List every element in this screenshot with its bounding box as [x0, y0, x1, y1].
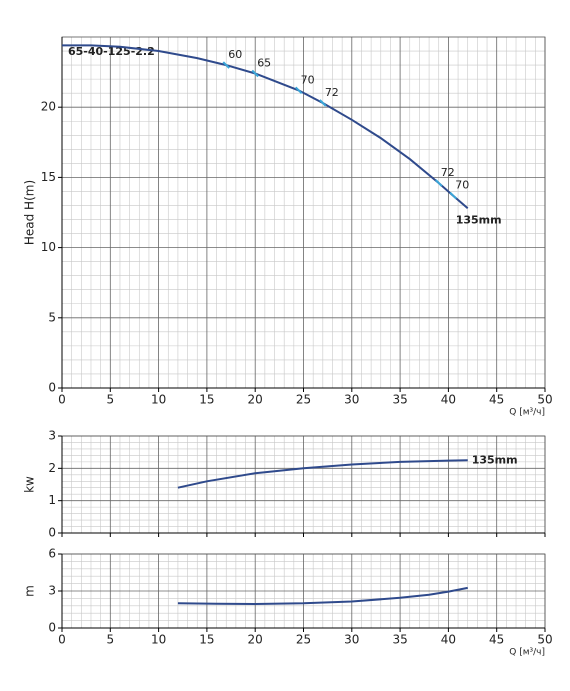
- x-axis-label: Q [м³/ч]: [509, 408, 545, 418]
- efficiency-label: 70: [301, 73, 315, 86]
- efficiency-marker: [319, 99, 327, 107]
- y-tick-label: 0: [48, 621, 56, 635]
- efficiency-marker: [449, 191, 457, 200]
- series-label: 135mm: [456, 213, 502, 226]
- efficiency-label: 72: [441, 166, 455, 179]
- x-tick-label: 30: [344, 393, 359, 407]
- x-tick-label: 45: [489, 393, 504, 407]
- x-tick-label: 45: [489, 633, 504, 647]
- y-tick-label: 3: [48, 584, 56, 598]
- efficiency-marker: [435, 179, 443, 187]
- y-tick-label: 10: [41, 240, 56, 254]
- x-tick-label: 20: [248, 393, 263, 407]
- x-tick-label: 25: [296, 633, 311, 647]
- y-tick-label: 20: [41, 100, 56, 114]
- y-axis-label: kw: [23, 476, 37, 493]
- y-tick-label: 2: [48, 461, 56, 475]
- y-axis-label: m: [23, 585, 37, 597]
- efficiency-marker: [251, 69, 259, 78]
- efficiency-label: 60: [228, 48, 242, 61]
- efficiency-label: 72: [325, 86, 339, 99]
- x-tick-label: 40: [441, 633, 456, 647]
- x-tick-label: 5: [106, 393, 114, 407]
- x-tick-label: 20: [248, 633, 263, 647]
- y-tick-label: 15: [41, 170, 56, 184]
- x-tick-label: 0: [58, 633, 66, 647]
- y-axis-label: Head H(m): [23, 180, 37, 245]
- x-tick-label: 50: [537, 633, 552, 647]
- x-axis-label: Q [м³/ч]: [509, 648, 545, 658]
- x-tick-label: 35: [392, 633, 407, 647]
- x-tick-label: 10: [151, 393, 166, 407]
- y-tick-label: 1: [48, 493, 56, 507]
- x-tick-label: 5: [106, 633, 114, 647]
- x-tick-label: 10: [151, 633, 166, 647]
- x-tick-label: 30: [344, 633, 359, 647]
- efficiency-label: 65: [257, 57, 271, 70]
- efficiency-marker: [294, 86, 303, 95]
- x-tick-label: 35: [392, 393, 407, 407]
- efficiency-marker: [222, 61, 230, 69]
- y-tick-label: 0: [48, 381, 56, 395]
- y-tick-label: 0: [48, 526, 56, 540]
- data-line: [177, 586, 468, 606]
- series-label: 135mm: [472, 453, 518, 466]
- x-tick-label: 0: [58, 393, 66, 407]
- x-tick-label: 15: [199, 393, 214, 407]
- x-tick-label: 15: [199, 633, 214, 647]
- x-tick-label: 50: [537, 393, 552, 407]
- y-tick-label: 3: [48, 429, 56, 443]
- x-tick-label: 40: [441, 393, 456, 407]
- data-line: [177, 459, 468, 489]
- x-tick-label: 25: [296, 393, 311, 407]
- efficiency-label: 70: [455, 179, 469, 192]
- y-tick-label: 5: [48, 310, 56, 324]
- y-tick-label: 6: [48, 547, 56, 561]
